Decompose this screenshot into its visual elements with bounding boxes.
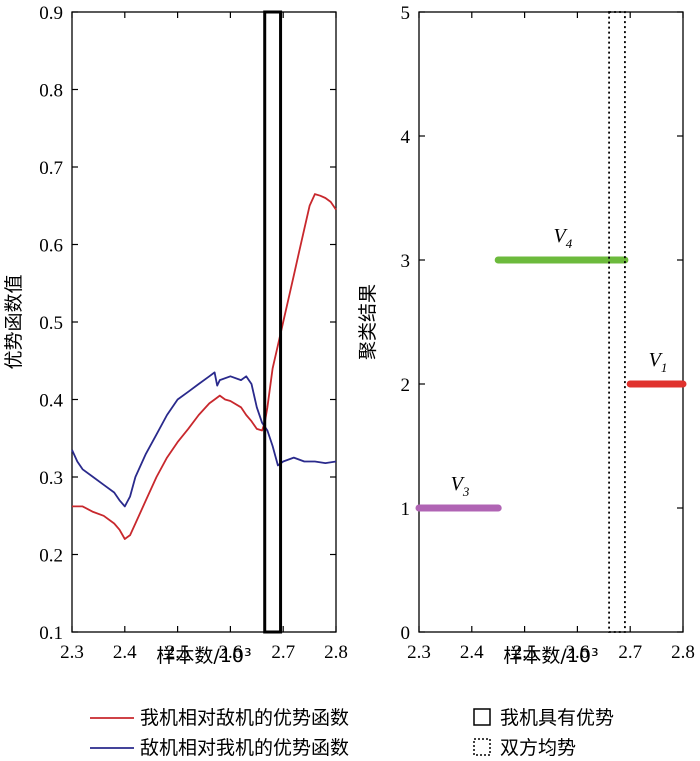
left-x-tick-label: 2.7 xyxy=(271,642,295,663)
right-cluster-segments: V3 V4 V1 xyxy=(415,225,687,512)
left-y-tick-label: 0.4 xyxy=(39,391,63,412)
left-y-tick-label: 0.1 xyxy=(39,623,63,644)
right-plot-frame xyxy=(418,11,684,633)
legend: 我机相对敌机的优势函数 敌机相对我机的优势函数 我机具有优势 双方均势 xyxy=(90,707,614,759)
cluster-label-0: V3 xyxy=(451,473,470,499)
left-y-tick-label: 0.8 xyxy=(39,81,63,102)
right-x-tick-label: 2.6 xyxy=(566,642,590,663)
left-x-tick-label: 2.3 xyxy=(60,642,84,663)
right-y-axis-label: 聚类结果 xyxy=(357,284,379,360)
right-y-tick-label: 1 xyxy=(401,499,411,520)
left-y-tick-label: 0.5 xyxy=(39,313,63,334)
cluster-label-1: V4 xyxy=(554,225,573,251)
left-chart: 0.1 0.2 0.3 0.4 0.5 0.6 0.7 0.8 0.9 2.3 2.4 2.5 2.6… xyxy=(3,3,348,667)
left-x-tick-label: 2.8 xyxy=(324,642,348,663)
left-y-tick-label: 0.6 xyxy=(39,236,63,257)
legend-dotted-box xyxy=(473,738,491,756)
left-x-tick-label: 2.6 xyxy=(219,642,243,663)
right-x-tick-label: 2.4 xyxy=(460,642,484,663)
right-x-tick-label: 2.7 xyxy=(618,642,642,663)
left-y-ticks: 0.1 0.2 0.3 0.4 0.5 0.6 0.7 0.8 0.9 xyxy=(39,3,336,644)
legend-label-balance: 双方均势 xyxy=(500,737,576,759)
right-x-tick-label: 2.3 xyxy=(407,642,431,663)
series-line-0 xyxy=(72,193,337,540)
legend-label-enemy: 敌机相对我机的优势函数 xyxy=(140,737,349,759)
cluster-label-2: V1 xyxy=(649,349,668,375)
left-y-tick-label: 0.2 xyxy=(39,546,63,567)
legend-label-advantage: 我机具有优势 xyxy=(500,707,614,729)
right-y-tick-label: 4 xyxy=(401,127,411,148)
advantage-box xyxy=(263,10,283,634)
right-y-tick-label: 5 xyxy=(401,3,411,24)
right-x-axis-label: 样本数/10³ xyxy=(503,645,598,667)
right-chart: 0 1 2 3 4 5 2.3 2.4 2.5 2.6 2.7 2.8 V3 V4 V1 样本数/10³… xyxy=(357,3,695,667)
series-line-1 xyxy=(71,371,337,508)
left-x-tick-label: 2.4 xyxy=(113,642,137,663)
right-x-ticks: 2.3 2.4 2.5 2.6 2.7 2.8 xyxy=(407,12,695,663)
right-x-tick-label: 2.8 xyxy=(671,642,695,663)
balance-box xyxy=(608,11,626,633)
right-x-tick-label: 2.5 xyxy=(513,642,537,663)
left-x-ticks: 2.3 2.4 2.5 2.6 2.7 2.8 xyxy=(60,12,348,663)
left-x-tick-label: 2.5 xyxy=(166,642,190,663)
left-y-axis-label: 优势函数值 xyxy=(3,274,25,369)
left-plot-frame xyxy=(71,11,337,633)
left-series-lines xyxy=(71,193,337,540)
left-y-tick-label: 0.9 xyxy=(39,3,63,24)
right-y-tick-label: 2 xyxy=(401,375,411,396)
right-y-tick-label: 3 xyxy=(401,251,411,272)
right-y-ticks: 0 1 2 3 4 5 xyxy=(401,3,683,644)
legend-label-ours: 我机相对敌机的优势函数 xyxy=(140,707,349,729)
legend-solid-box xyxy=(473,708,491,726)
right-y-tick-label: 0 xyxy=(401,623,411,644)
left-y-tick-label: 0.3 xyxy=(39,468,63,489)
left-x-axis-label: 样本数/10³ xyxy=(156,645,251,667)
left-y-tick-label: 0.7 xyxy=(39,158,63,179)
